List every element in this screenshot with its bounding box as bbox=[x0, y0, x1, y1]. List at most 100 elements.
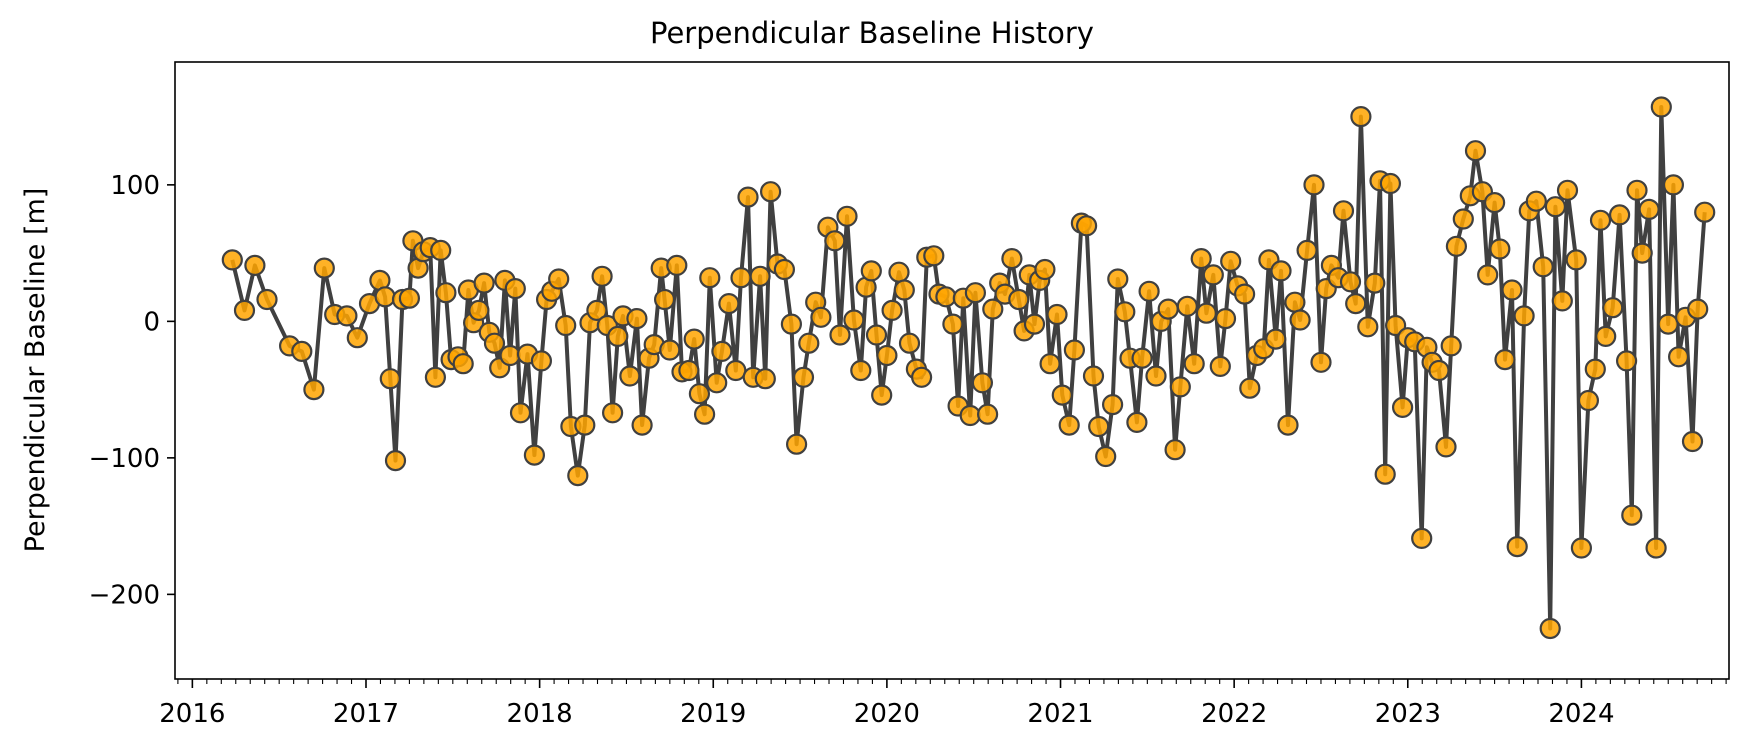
data-point-148 bbox=[1169, 376, 1191, 398]
data-point-84 bbox=[785, 433, 808, 455]
data-point-86 bbox=[798, 332, 820, 354]
data-point-121 bbox=[1008, 288, 1030, 311]
data-point-202 bbox=[1501, 279, 1523, 301]
data-point-17 bbox=[398, 287, 420, 309]
data-point-114 bbox=[964, 282, 987, 304]
data-point-142 bbox=[1131, 347, 1153, 369]
data-point-7 bbox=[313, 257, 335, 279]
data-point-219 bbox=[1608, 204, 1631, 226]
data-point-1 bbox=[233, 299, 256, 321]
data-point-82 bbox=[773, 258, 796, 281]
data-point-149 bbox=[1176, 295, 1198, 317]
data-point-53 bbox=[601, 402, 624, 424]
data-point-134 bbox=[1082, 365, 1105, 387]
data-point-9 bbox=[336, 305, 358, 327]
data-point-54 bbox=[607, 325, 629, 347]
data-point-231 bbox=[1681, 430, 1704, 453]
data-point-164 bbox=[1270, 260, 1292, 282]
data-point-13 bbox=[374, 286, 396, 308]
data-point-2 bbox=[244, 254, 266, 276]
data-point-36 bbox=[499, 344, 521, 367]
data-point-181 bbox=[1374, 463, 1396, 485]
x-tick-label-6: 2022 bbox=[1201, 699, 1267, 729]
data-point-76 bbox=[737, 186, 759, 208]
data-point-38 bbox=[509, 402, 532, 424]
data-point-75 bbox=[730, 267, 752, 289]
data-point-71 bbox=[706, 372, 728, 394]
data-point-136 bbox=[1095, 445, 1117, 468]
data-points bbox=[221, 96, 1716, 640]
data-point-168 bbox=[1296, 239, 1318, 261]
data-point-93 bbox=[843, 309, 865, 331]
data-point-6 bbox=[303, 379, 325, 401]
data-point-94 bbox=[850, 359, 872, 382]
data-point-233 bbox=[1694, 201, 1716, 223]
data-point-15 bbox=[384, 450, 407, 472]
data-point-88 bbox=[810, 306, 832, 328]
data-point-211 bbox=[1556, 179, 1579, 201]
data-point-50 bbox=[586, 299, 608, 321]
data-point-225 bbox=[1645, 537, 1667, 559]
data-point-204 bbox=[1513, 305, 1535, 327]
data-point-91 bbox=[829, 324, 851, 346]
data-point-221 bbox=[1621, 504, 1643, 526]
data-point-131 bbox=[1063, 339, 1086, 361]
data-point-184 bbox=[1391, 396, 1414, 418]
x-tick-label-1: 2017 bbox=[333, 699, 399, 729]
data-point-62 bbox=[653, 288, 676, 311]
data-point-113 bbox=[959, 404, 981, 427]
data-point-27 bbox=[452, 353, 474, 375]
data-point-99 bbox=[876, 344, 898, 367]
data-point-3 bbox=[256, 288, 278, 311]
x-tick-label-8: 2024 bbox=[1548, 699, 1614, 729]
data-point-0 bbox=[221, 249, 243, 271]
data-point-68 bbox=[688, 383, 711, 405]
data-point-117 bbox=[982, 298, 1004, 320]
data-point-31 bbox=[473, 272, 495, 294]
data-point-79 bbox=[754, 368, 776, 390]
y-tick-label-0: 100 bbox=[110, 171, 160, 201]
data-point-124 bbox=[1023, 313, 1046, 335]
x-axis: 2016 2017 2018 2019 2020 2021 2022 2023 2024 bbox=[159, 679, 1727, 729]
data-point-115 bbox=[971, 372, 994, 394]
data-point-40 bbox=[523, 444, 546, 466]
data-point-83 bbox=[780, 313, 803, 335]
y-tick-label-2: −100 bbox=[89, 444, 160, 474]
data-point-135 bbox=[1088, 415, 1110, 438]
y-axis-title: Perpendicular Baseline [m] bbox=[20, 188, 51, 553]
data-point-23 bbox=[430, 239, 452, 261]
data-point-24 bbox=[435, 282, 457, 304]
data-point-163 bbox=[1265, 328, 1287, 350]
data-point-215 bbox=[1584, 358, 1606, 380]
x-tick-label-2: 2018 bbox=[507, 699, 573, 729]
data-point-144 bbox=[1145, 365, 1167, 387]
data-point-178 bbox=[1357, 316, 1379, 338]
data-point-97 bbox=[865, 324, 888, 346]
data-point-130 bbox=[1058, 414, 1080, 436]
data-point-196 bbox=[1464, 140, 1487, 162]
y-axis: 100 0 −100 −200 bbox=[89, 171, 175, 610]
data-point-212 bbox=[1565, 249, 1587, 271]
data-point-192 bbox=[1440, 335, 1462, 357]
data-point-141 bbox=[1126, 411, 1148, 433]
data-point-226 bbox=[1650, 96, 1672, 118]
data-point-232 bbox=[1687, 298, 1709, 320]
data-point-14 bbox=[379, 368, 401, 390]
data-point-73 bbox=[718, 293, 740, 315]
data-point-45 bbox=[555, 314, 577, 337]
data-point-37 bbox=[504, 278, 526, 300]
data-point-102 bbox=[893, 279, 915, 301]
data-point-105 bbox=[910, 366, 933, 388]
data-point-128 bbox=[1046, 303, 1068, 326]
data-point-224 bbox=[1638, 198, 1660, 220]
data-point-5 bbox=[291, 340, 313, 362]
data-point-100 bbox=[881, 299, 903, 321]
data-point-176 bbox=[1345, 293, 1367, 315]
data-point-218 bbox=[1602, 297, 1624, 319]
data-point-101 bbox=[888, 261, 910, 283]
data-point-58 bbox=[631, 414, 653, 436]
data-point-74 bbox=[725, 359, 747, 382]
data-point-153 bbox=[1202, 264, 1224, 286]
data-point-133 bbox=[1075, 215, 1098, 237]
